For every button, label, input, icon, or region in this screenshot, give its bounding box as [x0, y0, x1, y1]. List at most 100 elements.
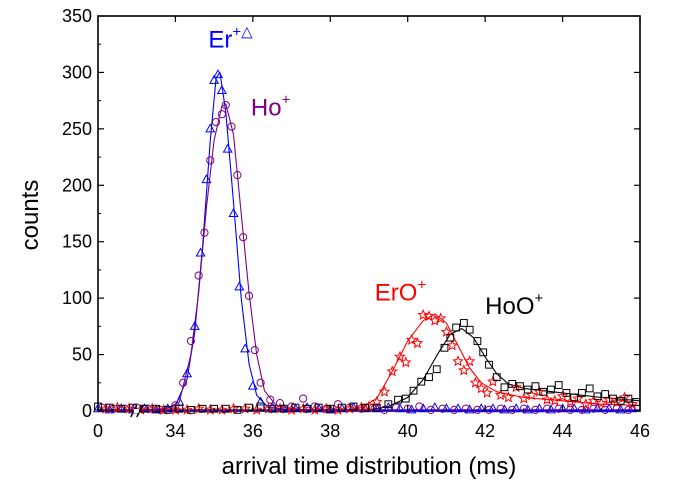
data-point: [624, 405, 633, 414]
data-point: [570, 393, 579, 402]
y-tick-label: 250: [62, 119, 92, 139]
axis-break-mark: [136, 404, 144, 418]
data-point: [244, 291, 254, 300]
data-point: [601, 390, 610, 398]
data-point: [216, 84, 227, 94]
data-point: [556, 390, 569, 402]
data-point: [577, 405, 587, 414]
series-label-1: Ho+: [251, 91, 291, 121]
data-point: [152, 404, 160, 413]
axis-break-gap: [133, 409, 139, 413]
y-tick-label: 200: [62, 175, 92, 195]
data-point: [624, 394, 633, 403]
data-point: [496, 404, 505, 413]
data-point: [206, 156, 215, 165]
data-point: [256, 402, 265, 411]
data-point: [198, 404, 207, 413]
data-point: [392, 403, 401, 412]
data-point: [186, 336, 196, 346]
data-point: [343, 402, 356, 414]
data-point: [562, 389, 571, 397]
fit-curve-2: [98, 313, 641, 411]
data-point: [508, 380, 517, 388]
data-point: [572, 392, 584, 404]
data-point: [409, 386, 418, 395]
data-point: [228, 207, 239, 217]
series-label-3: HoO+: [485, 290, 543, 320]
data-point: [473, 405, 482, 414]
series-label-2: ErO+: [375, 276, 427, 306]
data-point: [378, 385, 391, 397]
data-point: [181, 403, 193, 415]
data-point: [211, 117, 221, 127]
data-point: [465, 325, 474, 334]
data-point: [541, 393, 553, 405]
data-point: [487, 403, 498, 413]
data-point: [545, 404, 557, 414]
data-point: [189, 320, 200, 330]
data-point: [308, 403, 321, 415]
data-point: [525, 389, 538, 401]
y-axis-title: counts: [17, 180, 44, 251]
data-point: [406, 404, 417, 414]
data-point: [222, 143, 233, 153]
data-point: [394, 395, 402, 404]
series-0-markers: [92, 69, 638, 414]
x-tick-label: 46: [630, 421, 650, 441]
fit-curve-0: [98, 71, 640, 411]
data-point: [372, 403, 381, 412]
data-point: [434, 312, 447, 324]
data-point: [279, 404, 288, 413]
y-tick-label: 350: [62, 6, 92, 26]
data-point: [531, 405, 540, 414]
data-point: [314, 403, 323, 412]
data-point: [494, 389, 507, 401]
data-point: [463, 355, 476, 367]
data-point: [399, 356, 412, 368]
data-point: [179, 378, 188, 387]
data-point: [476, 403, 487, 413]
x-tick-label: 0: [93, 421, 103, 441]
fit-curves: [98, 71, 641, 412]
data-point: [217, 110, 226, 119]
data-point: [240, 343, 251, 353]
data-point: [210, 404, 219, 413]
data-point: [452, 355, 464, 367]
data-point: [394, 403, 406, 413]
series-label-0: Er+△: [208, 24, 253, 54]
data-point: [266, 395, 275, 404]
data-point: [452, 403, 464, 413]
data-point: [603, 393, 615, 405]
data-point: [163, 405, 172, 414]
data-point: [285, 403, 298, 415]
data-point: [580, 404, 591, 414]
data-point: [616, 396, 625, 405]
data-point: [603, 403, 615, 413]
data-point: [405, 333, 418, 345]
data-point: [417, 309, 430, 321]
plot-border: [97, 15, 641, 412]
data-point: [492, 373, 501, 382]
data-point: [579, 398, 592, 410]
data-point: [452, 323, 461, 332]
data-point: [201, 174, 212, 184]
data-point: [479, 348, 488, 357]
data-point: [411, 337, 424, 349]
data-point: [386, 365, 399, 377]
data-point: [200, 228, 209, 237]
fit-curve-1: [98, 103, 640, 411]
data-point: [415, 402, 424, 411]
data-point: [534, 403, 545, 413]
y-tick-label: 150: [62, 232, 92, 252]
data-point: [446, 339, 459, 351]
data-point: [595, 397, 608, 409]
series-annotations: Er+△ Ho+ ErO+ HoO+: [208, 24, 543, 320]
x-tick-label: 34: [165, 421, 185, 441]
data-point: [508, 405, 517, 414]
data-point: [227, 122, 236, 131]
data-point: [195, 247, 206, 257]
data-point: [626, 398, 639, 410]
plot-frame: [97, 15, 641, 412]
data-point: [502, 391, 515, 403]
